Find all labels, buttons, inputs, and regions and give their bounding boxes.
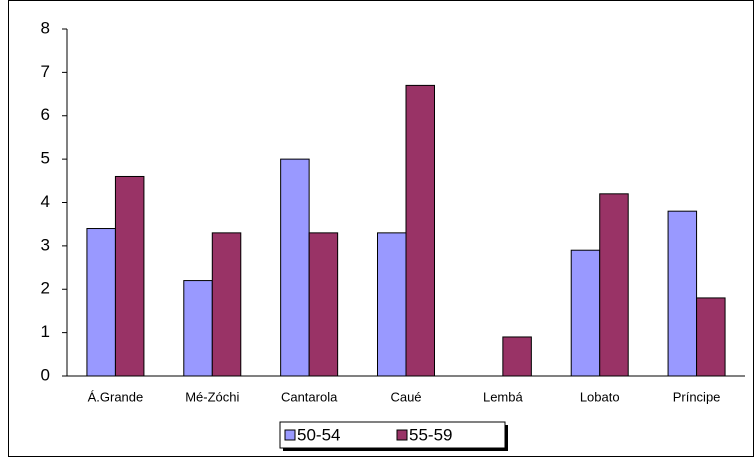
bar bbox=[696, 297, 726, 377]
bar bbox=[114, 175, 145, 377]
bar bbox=[211, 232, 242, 377]
x-tick-label: Príncipe bbox=[673, 389, 721, 404]
y-tick-label: 6 bbox=[41, 105, 50, 124]
y-tick-label: 2 bbox=[41, 279, 50, 298]
x-tick-label: Mé-Zóchi bbox=[185, 389, 239, 404]
x-tick-label: Cantarola bbox=[281, 389, 338, 404]
x-tick-label: Á.Grande bbox=[88, 389, 144, 404]
bar bbox=[86, 228, 116, 377]
y-tick-label: 0 bbox=[41, 365, 50, 384]
bar bbox=[377, 232, 407, 377]
legend-label: 50-54 bbox=[297, 425, 340, 444]
y-tick-label: 1 bbox=[41, 322, 50, 341]
bar bbox=[183, 280, 213, 377]
legend-label: 55-59 bbox=[409, 425, 452, 444]
x-tick-label: Lembá bbox=[483, 389, 524, 404]
x-tick-label: Caué bbox=[390, 389, 421, 404]
legend bbox=[279, 421, 506, 449]
bar bbox=[280, 158, 310, 377]
bar bbox=[502, 336, 532, 377]
y-tick-label: 3 bbox=[41, 235, 50, 254]
y-tick-label: 7 bbox=[41, 62, 50, 81]
y-tick-label: 4 bbox=[41, 192, 50, 211]
y-tick-label: 5 bbox=[41, 149, 50, 168]
y-tick-label: 8 bbox=[41, 18, 50, 37]
legend-swatch bbox=[396, 429, 408, 441]
bar bbox=[308, 232, 339, 377]
bar bbox=[667, 210, 698, 377]
bar bbox=[405, 84, 435, 377]
x-tick-label: Lobato bbox=[580, 389, 620, 404]
bar bbox=[570, 249, 601, 377]
legend-swatch bbox=[284, 429, 296, 441]
bar bbox=[599, 193, 629, 377]
